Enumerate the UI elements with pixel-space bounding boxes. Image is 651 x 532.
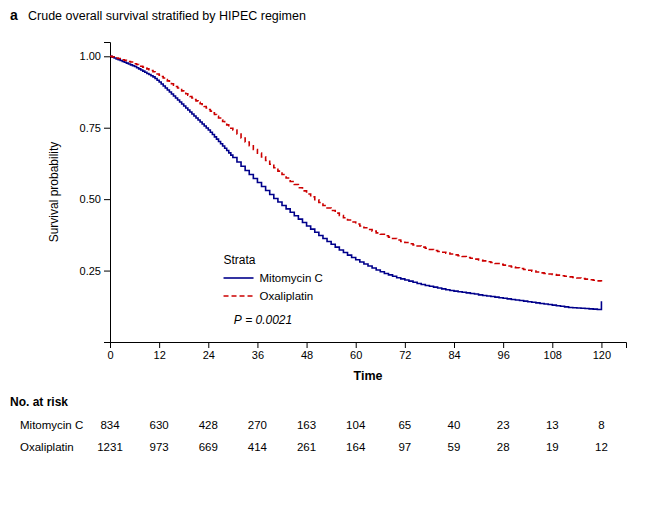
- risk-count: 65: [398, 419, 411, 431]
- x-axis-title: Time: [354, 369, 383, 383]
- risk-count: 59: [448, 441, 461, 453]
- risk-count: 163: [297, 419, 316, 431]
- y-axis-title: Survival probability: [47, 142, 61, 243]
- tick-mark: [601, 342, 602, 348]
- tick: 84: [448, 342, 460, 361]
- tick-mark: [405, 342, 406, 348]
- legend-label: Oxaliplatin: [260, 290, 314, 302]
- tick-label: 60: [350, 349, 362, 361]
- tick-mark: [552, 342, 553, 348]
- tick: 120: [593, 342, 611, 361]
- risk-count: 13: [546, 419, 559, 431]
- tick: 24: [203, 342, 215, 361]
- axis-line: [104, 43, 111, 343]
- risk-count: 973: [150, 441, 169, 453]
- risk-count: 414: [248, 441, 268, 453]
- tick-label: 72: [399, 349, 411, 361]
- risk-count: 97: [398, 441, 411, 453]
- risk-count: 270: [248, 419, 267, 431]
- risk-count: 28: [497, 441, 510, 453]
- tick: 0: [107, 342, 113, 361]
- tick: 96: [498, 342, 510, 361]
- title: Crude overall survival stratified by HIP…: [28, 9, 306, 23]
- y-axis: 0.25 0.50 0.75 1.00: [80, 43, 111, 343]
- tick-mark: [356, 342, 357, 348]
- legend-swatch: [224, 277, 254, 279]
- survival-curve: [110, 56, 601, 281]
- tick: 108: [544, 342, 562, 361]
- axis-line: [111, 343, 627, 349]
- tick: 48: [301, 342, 313, 361]
- risk-count: 104: [346, 419, 366, 431]
- chart: a Crude overall survival stratified by HI…: [0, 0, 651, 532]
- tick: 72: [399, 342, 411, 361]
- tick-label: 84: [448, 349, 460, 361]
- plot-area: [110, 56, 601, 309]
- tick-mark: [454, 342, 455, 348]
- tick-label: 0.50: [80, 193, 101, 205]
- tick: 1.00: [80, 50, 110, 62]
- risk-count: 40: [448, 419, 461, 431]
- risk-row-label: Oxaliplatin: [20, 441, 74, 453]
- risk-count: 8: [598, 419, 604, 431]
- survival-curve: [110, 56, 601, 309]
- risk-count: 834: [100, 419, 120, 431]
- tick: 60: [350, 342, 362, 361]
- tick-label: 0: [107, 349, 113, 361]
- tick-mark: [208, 342, 209, 348]
- risk-count: 261: [297, 441, 316, 453]
- panel-label: a: [10, 7, 18, 23]
- legend-title: Strata: [224, 253, 256, 267]
- tick-label: 12: [154, 349, 166, 361]
- tick-label: 108: [544, 349, 562, 361]
- risk-count: 669: [199, 441, 218, 453]
- tick-label: 96: [498, 349, 510, 361]
- tick-label: 24: [203, 349, 215, 361]
- x-axis: 0 12 24 36 48 60 72 84 96 108 120: [107, 342, 626, 361]
- tick-mark: [104, 271, 110, 272]
- risk-count: 1231: [97, 441, 123, 453]
- tick-mark: [257, 342, 258, 348]
- tick: 0.25: [80, 265, 110, 277]
- tick-mark: [104, 199, 110, 200]
- legend-label: Mitomycin C: [260, 272, 323, 284]
- risk-count: 12: [595, 441, 608, 453]
- tick: 0.75: [80, 122, 110, 134]
- risk-count: 23: [497, 419, 510, 431]
- legend-swatch: [224, 295, 254, 297]
- tick-label: 0.25: [80, 265, 101, 277]
- tick-mark: [307, 342, 308, 348]
- tick-mark: [159, 342, 160, 348]
- tick-mark: [503, 342, 504, 348]
- risk-table: No. at risk Mitomycin C 834 630 428 270 163 104…: [10, 395, 608, 453]
- tick-label: 1.00: [80, 50, 101, 62]
- tick-mark: [104, 56, 110, 57]
- tick-label: 0.75: [80, 122, 101, 134]
- risk-count: 428: [199, 419, 218, 431]
- tick-label: 36: [252, 349, 264, 361]
- tick-label: 48: [301, 349, 313, 361]
- tick: 36: [252, 342, 264, 361]
- risk-table-header: No. at risk: [10, 395, 68, 409]
- tick-label: 120: [593, 349, 611, 361]
- tick-mark: [104, 128, 110, 129]
- risk-count: 19: [546, 441, 559, 453]
- legend: Strata Mitomycin C Oxaliplatin: [224, 253, 323, 302]
- p-value: P = 0.0021: [234, 313, 292, 327]
- tick: 0.50: [80, 193, 110, 205]
- risk-row-label: Mitomycin C: [20, 419, 83, 431]
- risk-count: 630: [150, 419, 169, 431]
- tick: 12: [154, 342, 166, 361]
- risk-count: 164: [346, 441, 366, 453]
